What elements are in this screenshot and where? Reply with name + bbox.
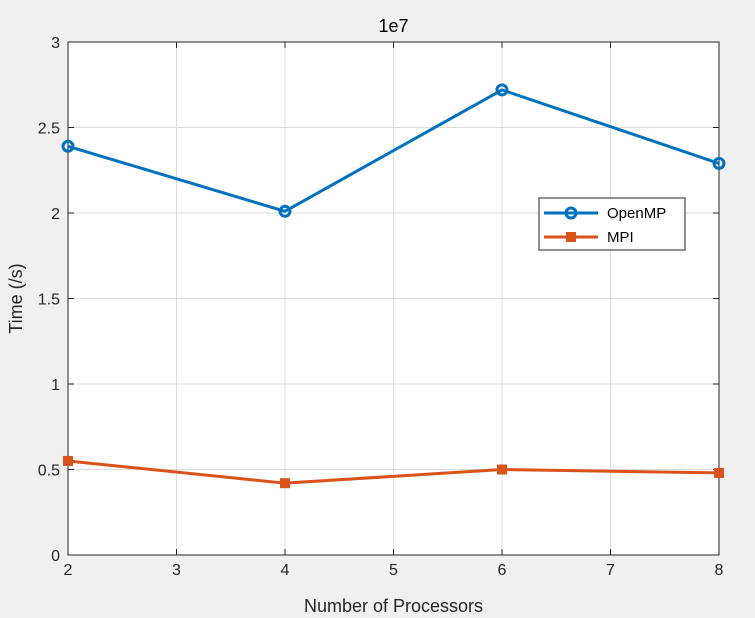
series-line-openmp xyxy=(67,88,720,213)
x-tick-label: 7 xyxy=(606,562,615,579)
x-axis-label: Number of Processors xyxy=(304,596,483,616)
data-point-openmp xyxy=(61,139,75,153)
series-line-mpi xyxy=(67,459,720,485)
data-point-openmp xyxy=(712,156,726,170)
y-tick-label: 1.5 xyxy=(38,292,60,309)
y-axis-label: Time (/s) xyxy=(6,263,26,333)
x-tick-label: 8 xyxy=(715,562,724,579)
data-point-mpi xyxy=(63,455,73,466)
y-tick-label: 0 xyxy=(51,548,60,565)
legend-label-openmp: OpenMP xyxy=(607,205,666,222)
x-tick-label: 4 xyxy=(281,562,290,579)
y-tick-label: 1 xyxy=(51,377,60,394)
y-tick-label: 2 xyxy=(51,206,60,223)
data-point-mpi xyxy=(497,464,507,475)
legend-box xyxy=(538,197,686,251)
data-point-mpi xyxy=(280,478,290,489)
series-layer xyxy=(61,83,726,489)
legend-marker-mpi xyxy=(566,232,576,242)
legend: OpenMP MPI xyxy=(538,197,686,251)
y-tick-label: 3 xyxy=(51,35,60,52)
x-tick-label: 2 xyxy=(64,562,73,579)
data-point-openmp xyxy=(278,204,292,218)
x-tick-label: 3 xyxy=(172,562,181,579)
data-point-mpi xyxy=(714,467,724,478)
x-tick-label: 6 xyxy=(498,562,507,579)
legend-marker-openmp xyxy=(564,206,578,220)
x-tick-label: 5 xyxy=(389,562,398,579)
y-tick-label: 0.5 xyxy=(38,463,60,480)
data-point-openmp xyxy=(495,83,509,97)
axis-ticks: 2 3 4 5 6 7 8 0 0.5 1 1.5 2 2.5 3 xyxy=(38,35,724,579)
chart-title: 1e7 xyxy=(378,16,408,36)
y-tick-label: 2.5 xyxy=(38,121,60,138)
legend-label-mpi: MPI xyxy=(607,229,634,246)
